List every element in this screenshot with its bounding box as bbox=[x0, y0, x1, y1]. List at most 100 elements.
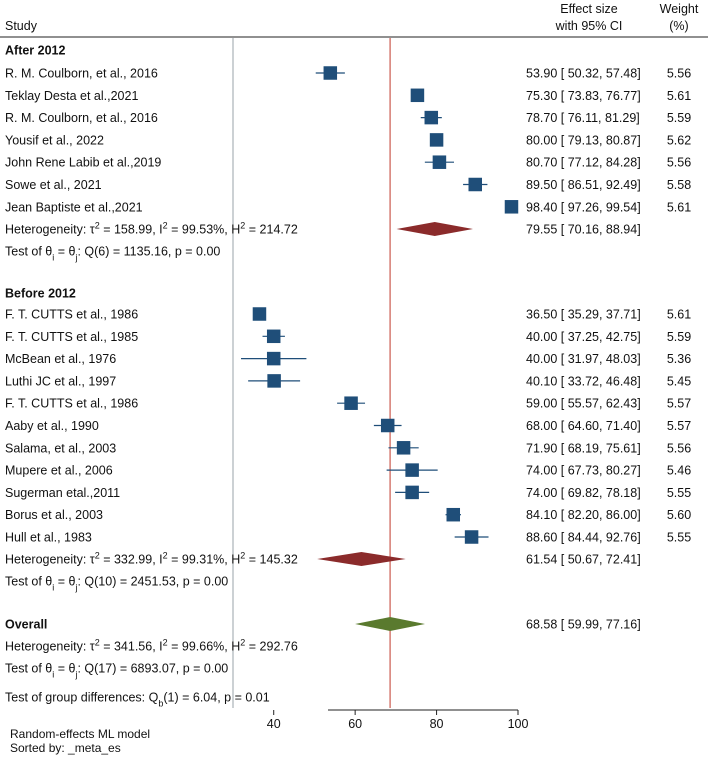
study-label: F. T. CUTTS et al., 1985 bbox=[5, 330, 138, 344]
overall-summary: Overall 68.58 [ 59.99, 77.16] bbox=[5, 617, 641, 632]
study-box bbox=[424, 110, 439, 125]
weight-text: 5.59 bbox=[667, 111, 691, 125]
study-label: McBean et al., 1976 bbox=[5, 352, 116, 366]
group-differences-text: Test of group differences: Qb(1) = 6.04,… bbox=[5, 691, 270, 709]
heterogeneity-text: Heterogeneity: τ2 = 158.99, I2 = 99.53%,… bbox=[5, 221, 298, 237]
study-label: Sowe et al., 2021 bbox=[5, 178, 102, 192]
effect-ci-text: 68.00 [ 64.60, 71.40] bbox=[526, 419, 641, 433]
effect-ci-text: 74.00 [ 69.82, 78.18] bbox=[526, 486, 641, 500]
effect-ci-text: 59.00 [ 55.57, 62.43] bbox=[526, 397, 641, 411]
weight-text: 5.57 bbox=[667, 397, 691, 411]
study-row: Hull et al., 1983 88.60 [ 84.44, 92.76] 5.… bbox=[5, 530, 691, 545]
study-box bbox=[504, 200, 519, 214]
effect-ci-text: 80.00 [ 79.13, 80.87] bbox=[526, 133, 641, 147]
study-box bbox=[446, 507, 461, 522]
study-label: John Rene Labib et al.,2019 bbox=[5, 156, 161, 170]
study-row: McBean et al., 1976 40.00 [ 31.97, 48.03]… bbox=[5, 351, 691, 366]
study-box bbox=[396, 441, 411, 455]
header-weight-line2: (%) bbox=[669, 19, 688, 33]
weight-text: 5.61 bbox=[667, 308, 691, 322]
subgroup-diamond bbox=[396, 222, 473, 236]
study-label: R. M. Coulborn, et al., 2016 bbox=[5, 111, 158, 125]
effect-ci-text: 40.00 [ 31.97, 48.03] bbox=[526, 352, 641, 366]
effect-ci-text: 40.10 [ 33.72, 46.48] bbox=[526, 374, 641, 388]
header-effect-line2: with 95% CI bbox=[555, 19, 623, 33]
effect-ci-text: 53.90 [ 50.32, 57.48] bbox=[526, 67, 641, 81]
footnote-model: Random-effects ML model bbox=[10, 727, 150, 741]
weight-text: 5.60 bbox=[667, 508, 691, 522]
weight-text: 5.61 bbox=[667, 200, 691, 214]
effect-ci-text: 98.40 [ 97.26, 99.54] bbox=[526, 200, 641, 214]
x-tick-label: 40 bbox=[267, 717, 281, 731]
subgroup-diamond bbox=[317, 552, 406, 566]
weight-text: 5.58 bbox=[667, 178, 691, 192]
weight-text: 5.45 bbox=[667, 374, 691, 388]
study-row: F. T. CUTTS et al., 1986 36.50 [ 35.29, 3… bbox=[5, 307, 691, 322]
study-row: Teklay Desta et al.,2021 75.30 [ 73.83, 7… bbox=[5, 88, 691, 103]
study-label: F. T. CUTTS et al., 1986 bbox=[5, 397, 138, 411]
summary-ci-text: 79.55 [ 70.16, 88.94] bbox=[526, 223, 641, 237]
study-row: Sugerman etal.,2011 74.00 [ 69.82, 78.18]… bbox=[5, 485, 691, 500]
effect-ci-text: 71.90 [ 68.19, 75.61] bbox=[526, 441, 641, 455]
weight-text: 5.61 bbox=[667, 89, 691, 103]
group-label-before-2012: Before 2012 bbox=[5, 287, 76, 301]
weight-text: 5.36 bbox=[667, 352, 691, 366]
effect-ci-text: 78.70 [ 76.11, 81.29] bbox=[526, 111, 640, 125]
study-box bbox=[252, 307, 267, 321]
weight-text: 5.56 bbox=[667, 67, 691, 81]
study-box bbox=[323, 66, 338, 80]
weight-text: 5.55 bbox=[667, 486, 691, 500]
study-box bbox=[432, 155, 447, 169]
weight-text: 5.56 bbox=[667, 441, 691, 455]
effect-ci-text: 75.30 [ 73.83, 76.77] bbox=[526, 89, 641, 103]
weight-text: 5.46 bbox=[667, 464, 691, 478]
weight-text: 5.59 bbox=[667, 330, 691, 344]
effect-ci-text: 40.00 [ 37.25, 42.75] bbox=[526, 330, 641, 344]
overall-label: Overall bbox=[5, 618, 47, 632]
subgroup-summary-before-2012: Heterogeneity: τ2 = 332.99, I2 = 99.31%,… bbox=[5, 551, 641, 567]
study-box bbox=[267, 374, 281, 388]
study-row: Yousif et al., 2022 80.00 [ 79.13, 80.87]… bbox=[5, 133, 691, 147]
header-weight-line1: Weight bbox=[660, 2, 699, 16]
header-effect-line1: Effect size bbox=[560, 2, 617, 16]
study-box bbox=[344, 396, 358, 410]
study-box bbox=[405, 463, 419, 477]
header-study: Study bbox=[5, 19, 38, 33]
weight-text: 5.55 bbox=[667, 531, 691, 545]
group-label-after-2012: After 2012 bbox=[5, 44, 65, 58]
study-row: Salama, et al., 2003 71.90 [ 68.19, 75.61… bbox=[5, 441, 691, 455]
footnote-sort: Sorted by: _meta_es bbox=[10, 741, 121, 755]
study-box bbox=[266, 329, 281, 344]
homogeneity-test-text: Test of θi = θj: Q(10) = 2451.53, p = 0.… bbox=[5, 575, 228, 593]
study-label: R. M. Coulborn, et al., 2016 bbox=[5, 67, 158, 81]
study-box bbox=[468, 177, 482, 192]
summary-ci-text: 61.54 [ 50.67, 72.41] bbox=[526, 553, 641, 567]
weight-text: 5.62 bbox=[667, 133, 691, 147]
overall-heterogeneity-text: Heterogeneity: τ2 = 341.56, I2 = 99.66%,… bbox=[5, 638, 298, 654]
overall-ci-text: 68.58 [ 59.99, 77.16] bbox=[526, 618, 641, 632]
study-row: R. M. Coulborn, et al., 2016 78.70 [ 76.1… bbox=[5, 110, 691, 125]
weight-text: 5.57 bbox=[667, 419, 691, 433]
study-box bbox=[429, 133, 444, 147]
study-label: Sugerman etal.,2011 bbox=[5, 486, 120, 500]
effect-ci-text: 88.60 [ 84.44, 92.76] bbox=[526, 531, 641, 545]
study-row: F. T. CUTTS et al., 1985 40.00 [ 37.25, 4… bbox=[5, 329, 691, 344]
study-row: John Rene Labib et al.,2019 80.70 [ 77.12… bbox=[5, 155, 691, 170]
study-label: Teklay Desta et al.,2021 bbox=[5, 89, 138, 103]
study-row: Luthi JC et al., 1997 40.10 [ 33.72, 46.4… bbox=[5, 374, 691, 388]
study-box bbox=[266, 351, 281, 366]
study-label: Luthi JC et al., 1997 bbox=[5, 374, 116, 388]
effect-ci-text: 84.10 [ 82.20, 86.00] bbox=[526, 508, 641, 522]
study-box bbox=[410, 88, 425, 103]
x-tick-label: 80 bbox=[430, 717, 444, 731]
subgroup-summary-after-2012: Heterogeneity: τ2 = 158.99, I2 = 99.53%,… bbox=[5, 221, 641, 237]
study-label: Yousif et al., 2022 bbox=[5, 133, 104, 147]
study-row: Aaby et al., 1990 68.00 [ 64.60, 71.40] 5.… bbox=[5, 418, 691, 433]
x-tick-label: 100 bbox=[508, 717, 529, 731]
x-tick-label: 60 bbox=[348, 717, 362, 731]
study-label: Hull et al., 1983 bbox=[5, 531, 92, 545]
study-box bbox=[405, 485, 419, 500]
effect-ci-text: 89.50 [ 86.51, 92.49] bbox=[526, 178, 641, 192]
study-row: Borus et al., 2003 84.10 [ 82.20, 86.00] 5… bbox=[5, 507, 691, 522]
study-label: F. T. CUTTS et al., 1986 bbox=[5, 308, 138, 322]
